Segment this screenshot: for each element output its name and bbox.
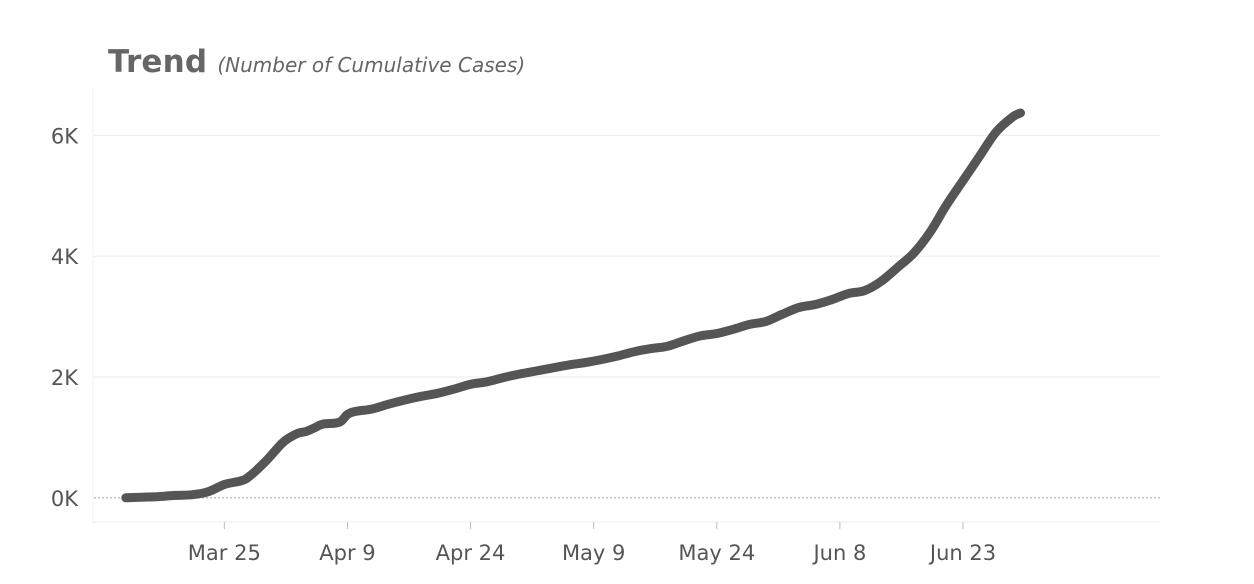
tick-labels: 0K 2K 4K 6K Mar 25 Apr 9 Apr 24 May 9 May 24 Jun … <box>51 124 996 565</box>
x-tick-label: Jun 23 <box>928 541 996 565</box>
x-tick-label: Apr 24 <box>436 541 506 565</box>
axes <box>92 87 1160 529</box>
x-tick-label: Jun 8 <box>811 541 866 565</box>
x-tick-label: May 24 <box>678 541 755 565</box>
chart-subtitle: (Number of Cumulative Cases) <box>217 53 526 77</box>
grid-lines <box>94 134 1160 499</box>
chart-title-row: Trend (Number of Cumulative Cases) <box>108 44 525 80</box>
series-layer <box>121 108 1025 503</box>
chart-title: Trend <box>108 44 208 80</box>
y-tick-label: 6K <box>51 124 79 148</box>
series-line <box>121 108 1025 503</box>
x-tick-label: May 9 <box>562 541 625 565</box>
y-tick-label: 4K <box>51 245 79 269</box>
x-tick-label: Apr 9 <box>319 541 375 565</box>
x-tick-label: Mar 25 <box>188 541 261 565</box>
y-tick-label: 0K <box>51 487 79 511</box>
y-tick-label: 2K <box>51 366 79 390</box>
